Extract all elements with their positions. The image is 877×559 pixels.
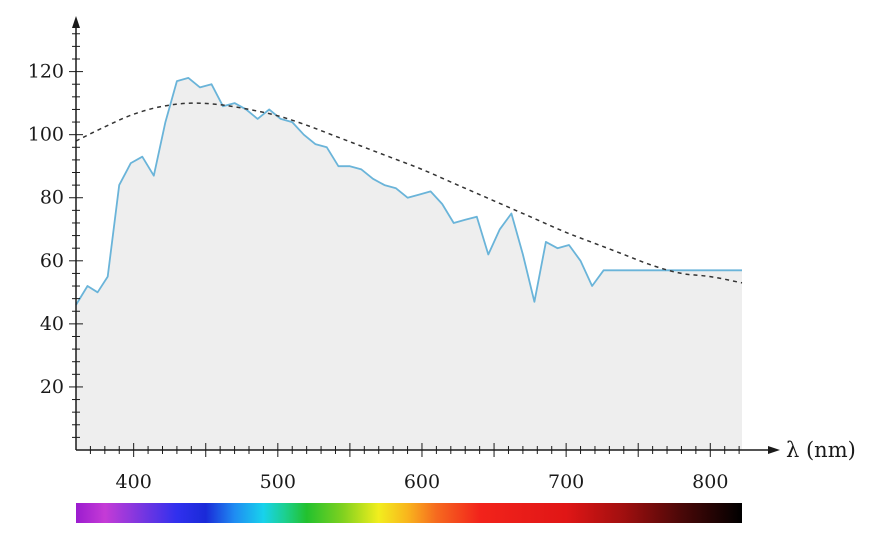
visible-spectrum-bar xyxy=(76,503,742,523)
x-tick-label: 700 xyxy=(548,471,584,493)
x-tick-label: 800 xyxy=(692,471,728,493)
x-tick-label: 600 xyxy=(404,471,440,493)
x-axis-ticks: 400 500 600 700 800 xyxy=(89,443,740,493)
y-tick-label: 60 xyxy=(40,250,64,272)
y-tick-label: 20 xyxy=(40,376,64,398)
y-tick-label: 120 xyxy=(28,61,64,83)
y-tick-label: 100 xyxy=(28,124,64,146)
x-axis-arrow xyxy=(768,446,780,454)
curve-fill-area xyxy=(76,77,742,451)
x-tick-label: 400 xyxy=(116,471,152,493)
reference-dashed-curve xyxy=(75,102,743,284)
y-tick-label: 80 xyxy=(40,187,64,209)
x-tick-label: 500 xyxy=(260,471,296,493)
spectrum-curve-line xyxy=(75,77,742,306)
y-tick-label: 40 xyxy=(40,313,64,335)
y-axis-arrow xyxy=(72,16,80,28)
y-axis-ticks: 20 40 60 80 100 120 xyxy=(28,33,83,438)
x-axis-title: λ (nm) xyxy=(786,438,856,462)
